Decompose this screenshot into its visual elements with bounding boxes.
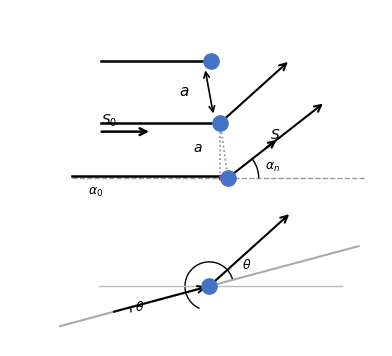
Text: $\alpha_0$: $\alpha_0$ xyxy=(88,186,103,199)
Text: $\theta$: $\theta$ xyxy=(242,258,252,272)
Text: $\alpha_n$: $\alpha_n$ xyxy=(265,161,281,174)
Text: $S$: $S$ xyxy=(270,129,281,142)
Text: $S_0$: $S_0$ xyxy=(101,112,117,129)
Text: a: a xyxy=(180,84,189,99)
Text: $\theta$: $\theta$ xyxy=(136,300,145,314)
Text: $a$: $a$ xyxy=(193,141,203,155)
